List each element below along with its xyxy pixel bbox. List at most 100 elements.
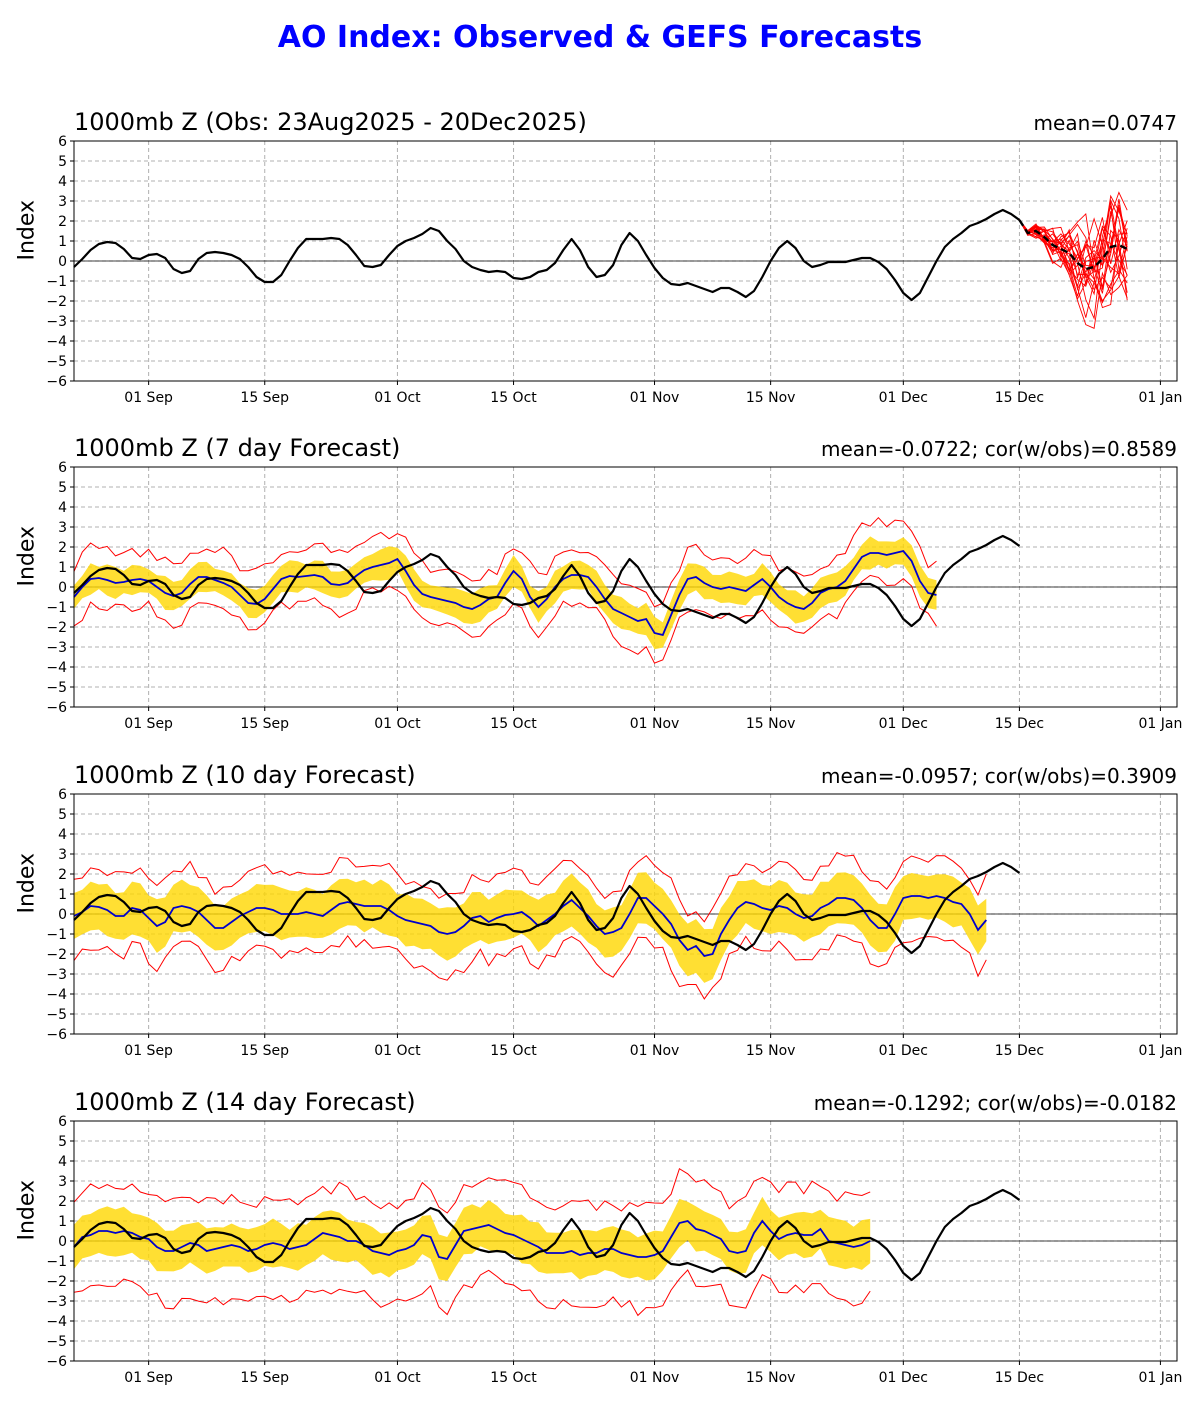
x-tick-label: 01 Oct xyxy=(374,1043,421,1059)
ensemble-spread-band xyxy=(74,1196,871,1281)
observed-line xyxy=(73,861,1021,955)
x-tick-label: 01 Nov xyxy=(630,1043,680,1059)
observed-chart: −6 −5 −4 −3 −2 −1 0 1 2 3 4 5 6 01 Sep 15 Sep 01 Oct 15 … xyxy=(46,134,1182,406)
panel-stats: mean=0.0747 xyxy=(1033,111,1177,135)
plot-frame xyxy=(73,793,1178,1035)
x-tick-label: 15 Oct xyxy=(490,1043,537,1059)
main-title: AO Index: Observed & GEFS Forecasts xyxy=(277,20,923,55)
y-tick-label: 2 xyxy=(58,540,67,556)
y-tick-label: 5 xyxy=(58,154,67,170)
y-tick-label: −1 xyxy=(46,274,67,290)
ensemble-spread-band xyxy=(74,872,987,983)
y-tick-label: −4 xyxy=(46,334,67,350)
y-tick-label: 4 xyxy=(58,174,67,190)
y-tick-label: 1 xyxy=(58,1214,67,1230)
forecast-mean-line xyxy=(73,1219,871,1261)
y-tick-label: 5 xyxy=(58,480,67,496)
x-tick-label: 15 Sep xyxy=(240,716,289,732)
y-tick-label: 6 xyxy=(58,460,67,476)
y-tick-label: −2 xyxy=(46,294,67,310)
ensemble-min-line xyxy=(73,934,987,1000)
y-tick-label: −6 xyxy=(46,1027,67,1043)
x-tick-label: 01 Nov xyxy=(630,390,680,406)
x-tick-label: 01 Dec xyxy=(879,390,928,406)
y-tick-label: 4 xyxy=(58,827,67,843)
x-tick-label: 15 Oct xyxy=(490,390,537,406)
forecast-14-day-chart: −6 −5 −4 −3 −2 −1 0 1 2 3 4 5 6 01 Sep 15 Sep 01 Oct 15 … xyxy=(46,1114,1182,1386)
plot-frame xyxy=(73,466,1178,708)
forecast-mean-line xyxy=(1018,219,1128,271)
y-tick-label: −3 xyxy=(46,967,67,983)
x-tick-label: 01 Sep xyxy=(124,1043,173,1059)
y-axis-label: Index xyxy=(14,525,40,587)
y-tick-label: −3 xyxy=(46,314,67,330)
y-tick-label: −1 xyxy=(46,1254,67,1270)
y-tick-label: −5 xyxy=(46,1007,67,1023)
forecast-10-day-chart: −6 −5 −4 −3 −2 −1 0 1 2 3 4 5 6 01 Sep 15 Sep 01 Oct 15 … xyxy=(46,787,1182,1059)
ensemble-max-line xyxy=(73,851,987,923)
y-tick-label: 0 xyxy=(58,907,67,923)
y-tick-label: −4 xyxy=(46,987,67,1003)
y-tick-label: −1 xyxy=(46,927,67,943)
ensemble-max-line xyxy=(73,1167,871,1214)
y-axis-label: Index xyxy=(14,1179,40,1241)
y-tick-label: 1 xyxy=(58,560,67,576)
y-tick-label: 4 xyxy=(58,1154,67,1170)
x-tick-label: 01 Nov xyxy=(630,1370,680,1386)
y-tick-label: 2 xyxy=(58,214,67,230)
x-tick-label: 15 Dec xyxy=(995,716,1044,732)
y-tick-label: −4 xyxy=(46,660,67,676)
y-tick-label: 6 xyxy=(58,1114,67,1130)
y-tick-label: −2 xyxy=(46,620,67,636)
plot-frame xyxy=(73,140,1178,382)
y-tick-label: −6 xyxy=(46,374,67,390)
y-tick-label: 5 xyxy=(58,1134,67,1150)
x-tick-label: 15 Nov xyxy=(746,1370,796,1386)
y-tick-label: −4 xyxy=(46,1314,67,1330)
y-tick-label: −6 xyxy=(46,1354,67,1370)
observed-line xyxy=(73,534,1021,628)
x-tick-label: 01 Sep xyxy=(124,390,173,406)
ensemble-member-line xyxy=(1019,211,1128,293)
panel-stats: mean=-0.1292; cor(w/obs)=-0.0182 xyxy=(813,1091,1177,1115)
panel-14-day: −6 −5 −4 −3 −2 −1 0 1 2 3 4 5 6 01 Sep 15 Sep 01 Oct 15 … xyxy=(0,1088,1200,1414)
x-tick-label: 01 Nov xyxy=(630,716,680,732)
y-tick-label: −5 xyxy=(46,680,67,696)
x-tick-label: 01 Sep xyxy=(124,1370,173,1386)
plot-frame xyxy=(73,1120,1178,1362)
panel-stats: mean=-0.0722; cor(w/obs)=0.8589 xyxy=(820,437,1177,461)
observed-line xyxy=(73,1188,1021,1282)
x-tick-label: 15 Oct xyxy=(490,1370,537,1386)
x-tick-label: 15 Nov xyxy=(746,1043,796,1059)
y-tick-label: 4 xyxy=(58,500,67,516)
x-tick-label: 15 Nov xyxy=(746,716,796,732)
y-tick-label: 3 xyxy=(58,1174,67,1190)
x-tick-label: 01 Jan xyxy=(1138,716,1182,732)
y-tick-label: 0 xyxy=(58,1234,67,1250)
x-tick-label: 15 Sep xyxy=(240,390,289,406)
forecast-7-day-chart: −6 −5 −4 −3 −2 −1 0 1 2 3 4 5 6 01 Sep 15 Sep 01 Oct 15 … xyxy=(46,460,1182,732)
ensemble-member-line xyxy=(1019,219,1128,302)
y-tick-label: 3 xyxy=(58,847,67,863)
x-tick-label: 15 Oct xyxy=(490,716,537,732)
panel-title: 1000mb Z (7 day Forecast) xyxy=(74,434,401,462)
y-tick-label: −5 xyxy=(46,1334,67,1350)
x-tick-label: 01 Sep xyxy=(124,716,173,732)
panel-7-day: −6 −5 −4 −3 −2 −1 0 1 2 3 4 5 6 01 Sep 15 Sep 01 Oct 15 … xyxy=(0,434,1200,760)
x-tick-label: 01 Jan xyxy=(1138,1043,1182,1059)
panel-observed: −6 −5 −4 −3 −2 −1 0 1 2 3 4 5 6 01 Sep 15 Sep 01 Oct 15 … xyxy=(0,108,1200,434)
y-tick-label: −3 xyxy=(46,1294,67,1310)
observed-line xyxy=(73,208,1021,302)
y-tick-label: 3 xyxy=(58,520,67,536)
panel-stats: mean=-0.0957; cor(w/obs)=0.3909 xyxy=(820,764,1177,788)
ensemble-min-line xyxy=(73,574,937,664)
y-tick-label: −1 xyxy=(46,600,67,616)
forecast-mean-line xyxy=(73,549,937,637)
y-tick-label: 6 xyxy=(58,134,67,150)
y-axis-label: Index xyxy=(14,199,40,261)
y-tick-label: 1 xyxy=(58,234,67,250)
x-tick-label: 15 Nov xyxy=(746,390,796,406)
x-tick-label: 01 Jan xyxy=(1138,390,1182,406)
panel-10-day: −6 −5 −4 −3 −2 −1 0 1 2 3 4 5 6 01 Sep 15 Sep 01 Oct 15 … xyxy=(0,761,1200,1087)
forecast-mean-line xyxy=(73,895,987,958)
